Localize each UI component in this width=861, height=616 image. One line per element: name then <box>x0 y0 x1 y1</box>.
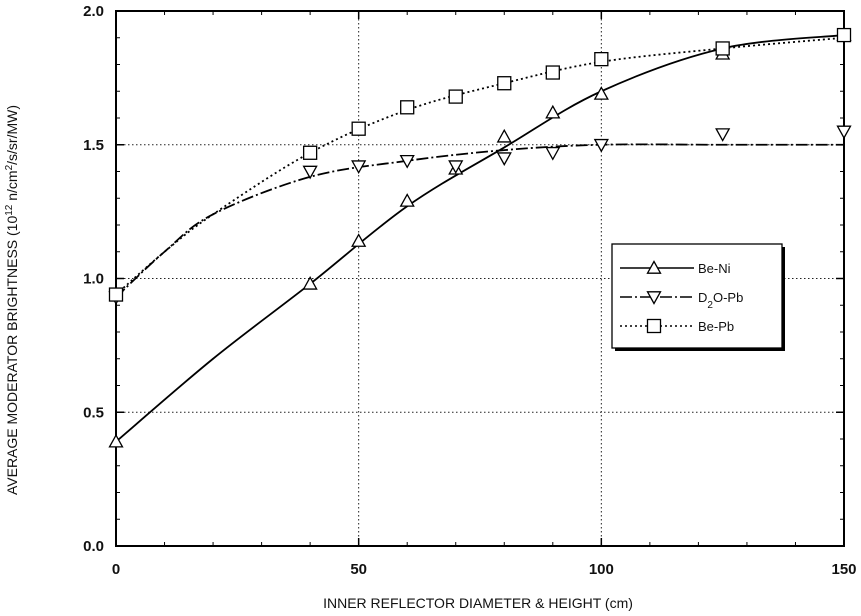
data-point-be-ni <box>351 233 367 247</box>
data-point-be-pb <box>715 41 730 56</box>
x-tick-label: 150 <box>831 561 856 578</box>
data-point-be-pb <box>545 65 560 80</box>
y-tick-label: 2.0 <box>83 3 104 20</box>
legend: Be-Ni D2O-Pb Be-Pb <box>611 243 785 351</box>
data-point-d2o-pb <box>715 128 731 142</box>
x-tick-label: 50 <box>350 561 367 578</box>
series-be-ni <box>108 27 852 448</box>
legend-marker-be-ni <box>646 260 662 274</box>
data-point-be-ni <box>108 433 124 448</box>
axis-ticks <box>115 10 845 547</box>
data-point-d2o-pb <box>836 125 852 140</box>
legend-label-d2o-pb: D2O-Pb <box>698 290 743 311</box>
data-point-d2o-pb <box>496 152 512 166</box>
series-layer <box>108 27 852 448</box>
data-point-be-ni <box>399 193 415 207</box>
y-tick-label: 1.5 <box>83 137 104 154</box>
data-point-be-pb <box>400 100 415 115</box>
data-point-d2o-pb <box>448 160 464 174</box>
y-tick-label: 1.0 <box>83 271 104 288</box>
x-tick-label: 100 <box>589 561 614 578</box>
series-line-be-ni <box>115 34 845 443</box>
x-tick-label: 0 <box>112 561 120 578</box>
data-point-be-pb <box>497 76 512 91</box>
data-point-be-pb <box>594 52 609 67</box>
data-point-d2o-pb <box>545 146 561 161</box>
data-point-be-pb <box>351 121 366 136</box>
data-point-d2o-pb <box>351 160 367 174</box>
x-tick-labels: 0 50 100 150 <box>112 561 857 578</box>
legend-label-be-pb: Be-Pb <box>698 319 734 334</box>
data-point-d2o-pb <box>302 165 318 180</box>
series-be-pb <box>108 27 852 302</box>
legend-marker-be-pb <box>646 318 662 334</box>
legend-marker-d2o-pb <box>646 291 662 305</box>
series-line-d2o-pb <box>115 143 844 298</box>
data-point-be-pb <box>302 145 318 160</box>
data-point-be-ni <box>302 276 318 290</box>
x-axis-label: INNER REFLECTOR DIAMETER & HEIGHT (cm) <box>323 595 633 611</box>
series-d2o-pb <box>108 125 852 306</box>
data-point-be-ni <box>496 128 512 143</box>
data-point-d2o-pb <box>593 138 609 153</box>
legend-label-be-ni: Be-Ni <box>698 261 731 276</box>
series-line-be-pb <box>115 36 845 296</box>
data-point-be-pb <box>836 27 852 43</box>
y-tick-label: 0.0 <box>83 538 104 555</box>
grid-lines <box>116 11 844 546</box>
legend-box <box>611 243 783 349</box>
data-point-d2o-pb <box>399 154 415 169</box>
y-axis-label: AVERAGE MODERATOR BRIGHTNESS (1012 n/cm2… <box>4 105 21 495</box>
y-tick-label: 0.5 <box>83 404 104 421</box>
data-point-be-pb <box>448 89 463 104</box>
data-point-be-pb <box>108 287 124 302</box>
data-point-be-ni <box>593 86 609 100</box>
data-point-be-ni <box>545 104 561 119</box>
y-tick-labels: 0.0 0.5 1.0 1.5 2.0 <box>83 3 104 555</box>
